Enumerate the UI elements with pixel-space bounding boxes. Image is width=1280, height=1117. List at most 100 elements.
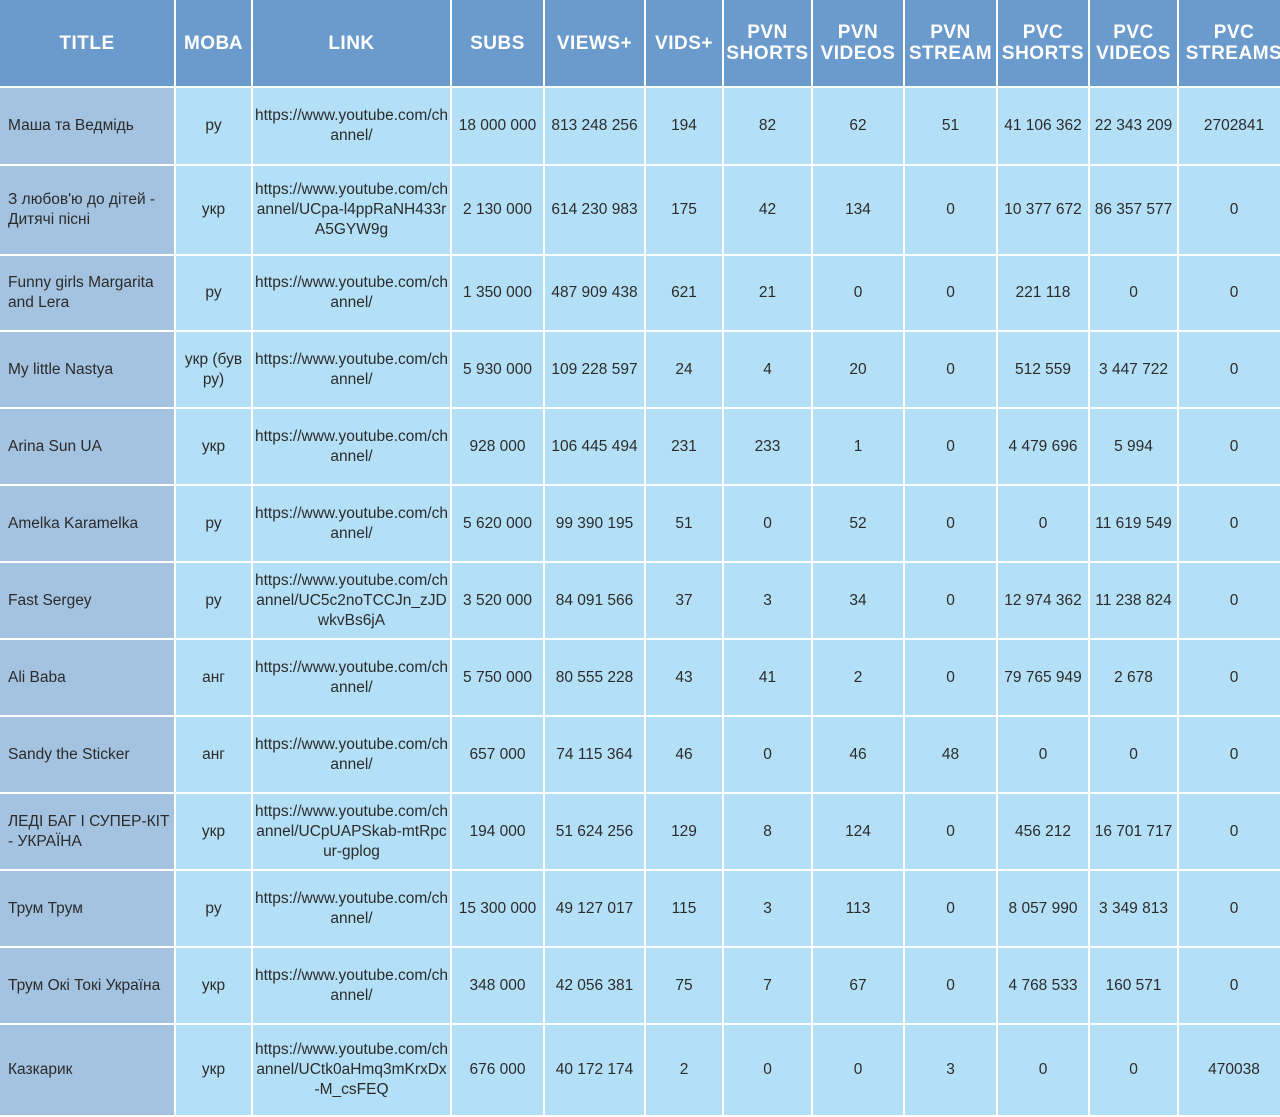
cell-link[interactable]: https://www.youtube.com/channel/ xyxy=(253,88,450,164)
cell-pvn-videos: 0 xyxy=(813,256,903,330)
cell-views: 487 909 438 xyxy=(545,256,644,330)
table-row: Fast Sergey ру https://www.youtube.com/cha… xyxy=(0,563,1280,638)
cell-subs: 15 300 000 xyxy=(452,871,543,946)
cell-link[interactable]: https://www.youtube.com/channel/ xyxy=(253,871,450,946)
cell-pvn-stream: 0 xyxy=(905,256,996,330)
cell-pvc-streams: 0 xyxy=(1179,717,1280,792)
column-header-pvc-streams[interactable]: PVC STREAMS xyxy=(1179,0,1280,86)
table-row: Трум Окі Токі Україна укр https://www.yout… xyxy=(0,948,1280,1023)
cell-link[interactable]: https://www.youtube.com/channel/ xyxy=(253,409,450,484)
cell-link[interactable]: https://www.youtube.com/channel/UC5c2noT… xyxy=(253,563,450,638)
cell-vids: 129 xyxy=(646,794,722,869)
cell-subs: 928 000 xyxy=(452,409,543,484)
column-header-vids[interactable]: VIDS+ xyxy=(646,0,722,86)
cell-link[interactable]: https://www.youtube.com/channel/ xyxy=(253,948,450,1023)
cell-pvc-videos: 22 343 209 xyxy=(1090,88,1177,164)
cell-views: 42 056 381 xyxy=(545,948,644,1023)
cell-language: ру xyxy=(176,563,251,638)
cell-pvn-shorts: 0 xyxy=(724,486,811,561)
column-header-pvc-videos[interactable]: PVC VIDEOS xyxy=(1090,0,1177,86)
cell-vids: 231 xyxy=(646,409,722,484)
column-header-pvn-stream[interactable]: PVN STREAM xyxy=(905,0,996,86)
table-row: ЛЕДІ БАГ І СУПЕР-КІТ - УКРАЇНА укр https:/… xyxy=(0,794,1280,869)
column-header-title[interactable]: TITLE xyxy=(0,0,174,86)
cell-subs: 1 350 000 xyxy=(452,256,543,330)
cell-link[interactable]: https://www.youtube.com/channel/ xyxy=(253,640,450,715)
cell-pvc-shorts: 4 768 533 xyxy=(998,948,1088,1023)
cell-pvc-videos: 11 619 549 xyxy=(1090,486,1177,561)
cell-title: Маша та Ведмідь xyxy=(0,88,174,164)
cell-subs: 18 000 000 xyxy=(452,88,543,164)
cell-pvn-stream: 0 xyxy=(905,948,996,1023)
cell-pvn-shorts: 233 xyxy=(724,409,811,484)
column-header-language[interactable]: МОВА xyxy=(176,0,251,86)
cell-pvn-stream: 0 xyxy=(905,563,996,638)
cell-pvc-streams: 0 xyxy=(1179,640,1280,715)
cell-pvn-videos: 0 xyxy=(813,1025,903,1115)
cell-link[interactable]: https://www.youtube.com/channel/UCpa-l4p… xyxy=(253,166,450,254)
cell-language: укр xyxy=(176,794,251,869)
cell-pvn-videos: 52 xyxy=(813,486,903,561)
cell-views: 109 228 597 xyxy=(545,332,644,407)
cell-title: Funny girls Margarita and Lera xyxy=(0,256,174,330)
cell-pvc-videos: 86 357 577 xyxy=(1090,166,1177,254)
cell-pvc-streams: 0 xyxy=(1179,563,1280,638)
cell-title: Amelka Karamelka xyxy=(0,486,174,561)
cell-views: 80 555 228 xyxy=(545,640,644,715)
cell-pvc-streams: 0 xyxy=(1179,409,1280,484)
cell-subs: 5 620 000 xyxy=(452,486,543,561)
cell-vids: 51 xyxy=(646,486,722,561)
cell-pvc-videos: 2 678 xyxy=(1090,640,1177,715)
cell-language: укр xyxy=(176,1025,251,1115)
cell-title: Трум Окі Токі Україна xyxy=(0,948,174,1023)
cell-pvc-streams: 0 xyxy=(1179,166,1280,254)
table-row: З любов'ю до дітей - Дитячі пісні укр http… xyxy=(0,166,1280,254)
header-row: TITLE МОВА LINK SUBS VIEWS+ VIDS+ PVN SHORTS PV… xyxy=(0,0,1280,86)
cell-link[interactable]: https://www.youtube.com/channel/UCpUAPSk… xyxy=(253,794,450,869)
cell-pvc-videos: 160 571 xyxy=(1090,948,1177,1023)
cell-title: Fast Sergey xyxy=(0,563,174,638)
cell-pvn-shorts: 0 xyxy=(724,717,811,792)
cell-link[interactable]: https://www.youtube.com/channel/ xyxy=(253,256,450,330)
cell-pvc-streams: 0 xyxy=(1179,948,1280,1023)
cell-pvc-streams: 0 xyxy=(1179,332,1280,407)
cell-pvn-videos: 34 xyxy=(813,563,903,638)
cell-pvc-videos: 0 xyxy=(1090,256,1177,330)
cell-pvc-shorts: 8 057 990 xyxy=(998,871,1088,946)
column-header-link[interactable]: LINK xyxy=(253,0,450,86)
table-row: Трум Трум ру https://www.youtube.com/chann… xyxy=(0,871,1280,946)
cell-views: 40 172 174 xyxy=(545,1025,644,1115)
cell-link[interactable]: https://www.youtube.com/channel/ xyxy=(253,486,450,561)
column-header-pvc-shorts[interactable]: PVC SHORTS xyxy=(998,0,1088,86)
cell-views: 84 091 566 xyxy=(545,563,644,638)
cell-link[interactable]: https://www.youtube.com/channel/ xyxy=(253,332,450,407)
cell-pvn-shorts: 42 xyxy=(724,166,811,254)
cell-subs: 5 930 000 xyxy=(452,332,543,407)
cell-views: 614 230 983 xyxy=(545,166,644,254)
cell-pvn-stream: 0 xyxy=(905,332,996,407)
cell-pvn-stream: 0 xyxy=(905,409,996,484)
cell-pvc-videos: 11 238 824 xyxy=(1090,563,1177,638)
table-row: My little Nastya укр (був ру) https://www.… xyxy=(0,332,1280,407)
column-header-pvn-shorts[interactable]: PVN SHORTS xyxy=(724,0,811,86)
cell-pvc-shorts: 221 118 xyxy=(998,256,1088,330)
cell-link[interactable]: https://www.youtube.com/channel/UCtk0aHm… xyxy=(253,1025,450,1115)
cell-pvn-videos: 62 xyxy=(813,88,903,164)
column-header-subs[interactable]: SUBS xyxy=(452,0,543,86)
cell-pvn-shorts: 82 xyxy=(724,88,811,164)
column-header-views[interactable]: VIEWS+ xyxy=(545,0,644,86)
column-header-pvn-videos[interactable]: PVN VIDEOS xyxy=(813,0,903,86)
cell-title: Трум Трум xyxy=(0,871,174,946)
cell-views: 49 127 017 xyxy=(545,871,644,946)
cell-vids: 621 xyxy=(646,256,722,330)
cell-language: ру xyxy=(176,88,251,164)
cell-pvc-shorts: 0 xyxy=(998,486,1088,561)
cell-link[interactable]: https://www.youtube.com/channel/ xyxy=(253,717,450,792)
cell-pvn-stream: 0 xyxy=(905,794,996,869)
cell-language: укр xyxy=(176,166,251,254)
cell-pvn-videos: 134 xyxy=(813,166,903,254)
cell-pvc-shorts: 79 765 949 xyxy=(998,640,1088,715)
cell-title: З любов'ю до дітей - Дитячі пісні xyxy=(0,166,174,254)
cell-pvc-videos: 16 701 717 xyxy=(1090,794,1177,869)
cell-pvn-videos: 1 xyxy=(813,409,903,484)
